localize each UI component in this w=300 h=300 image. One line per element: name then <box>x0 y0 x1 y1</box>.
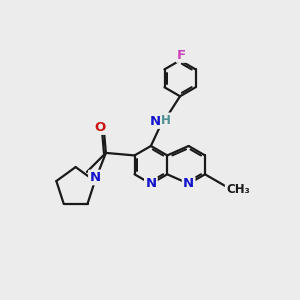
Text: F: F <box>177 49 186 62</box>
Text: CH₃: CH₃ <box>226 182 250 196</box>
Text: N: N <box>145 177 156 190</box>
Text: N: N <box>183 177 194 190</box>
Text: N: N <box>150 115 161 128</box>
Text: N: N <box>89 171 100 184</box>
Text: H: H <box>161 114 171 127</box>
Text: O: O <box>94 121 106 134</box>
